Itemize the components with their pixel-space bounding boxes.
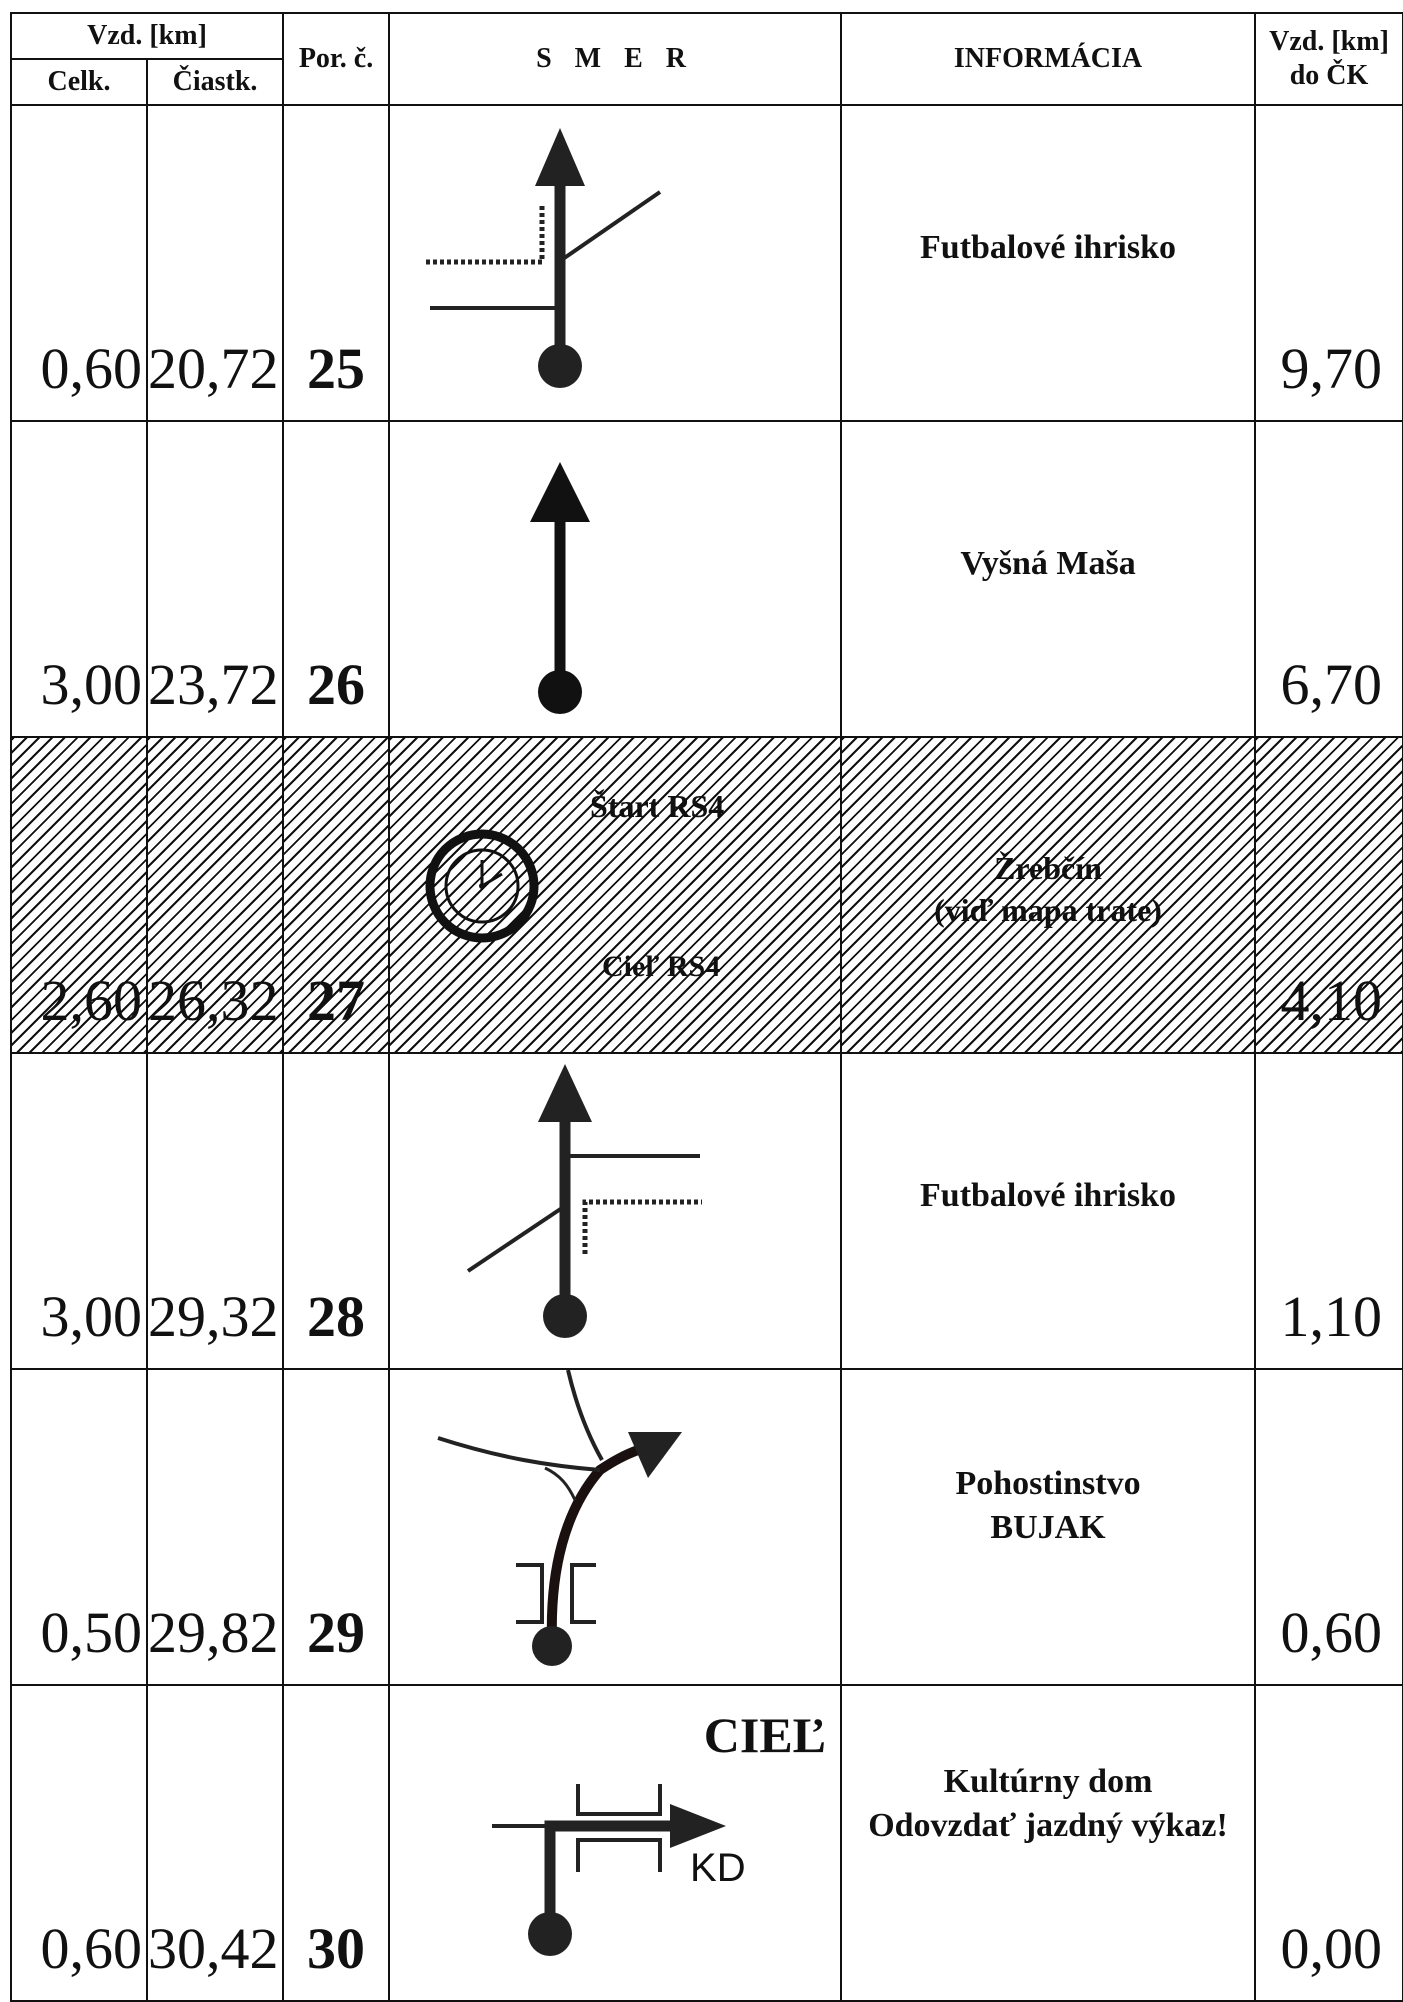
direction-diagram [388, 104, 843, 422]
table-row: 3,00 29,32 28 Futbalové ihrisko 1,10 [10, 1052, 1403, 1370]
straight-crossroad-icon [426, 128, 662, 388]
header-vzd-ck: Vzd. [km] do ČK [1254, 12, 1403, 106]
celk-value: 0,60 [10, 1684, 148, 2002]
info-text: Vyšná Maša [960, 545, 1136, 582]
info-cell: Futbalové ihrisko [840, 104, 1257, 422]
header-por: Por. č. [282, 12, 391, 106]
table-row: 0,60 30,42 30 CIEĽ KD Kultúrny dom Odovz… [10, 1684, 1403, 2002]
por-value: 28 [282, 1052, 391, 1370]
por-value: 26 [282, 420, 391, 738]
ciastk-value: 29,82 [145, 1368, 285, 1686]
ck-value: 0,60 [1254, 1368, 1403, 1686]
info-text: Pohostinstvo [955, 1465, 1141, 1502]
celk-value: 2,60 [10, 736, 148, 1054]
direction-diagram [388, 420, 843, 738]
ciastk-value: 23,72 [145, 420, 285, 738]
info-text: Žrebčín [994, 850, 1102, 886]
info-cell: Futbalové ihrisko [840, 1052, 1257, 1370]
por-value: 27 [282, 736, 391, 1054]
info-text: Futbalové ihrisko [920, 229, 1176, 266]
ck-value: 9,70 [1254, 104, 1403, 422]
ck-value: 4,10 [1254, 736, 1403, 1054]
header-vzd-ck-line1: Vzd. [km] [1269, 26, 1389, 58]
celk-value: 3,00 [10, 1052, 148, 1370]
direction-diagram [388, 1052, 843, 1370]
stopwatch-icon [425, 829, 539, 943]
ciastk-value: 30,42 [145, 1684, 285, 2002]
finish-label: Cieľ RS4 [602, 950, 721, 983]
table-row: 0,60 20,72 25 Futbalové ihrisko 9,70 [10, 104, 1403, 422]
straight-crossroad-icon [466, 1064, 703, 1338]
header-smer: S M E R [388, 12, 843, 106]
info-text: Kultúrny dom [943, 1763, 1153, 1800]
celk-value: 0,60 [10, 104, 148, 422]
direction-diagram: CIEĽ KD [388, 1684, 843, 2002]
table-row: 0,50 29,82 29 Pohostinstvo BUJAK 0,60 [10, 1368, 1403, 1686]
direction-diagram: Štart RS4 Cieľ RS4 [388, 736, 843, 1054]
header-ciastk: Čiastk. [145, 58, 285, 106]
kd-label: KD [690, 1846, 746, 1890]
ck-value: 1,10 [1254, 1052, 1403, 1370]
ck-value: 6,70 [1254, 420, 1403, 738]
por-value: 25 [282, 104, 391, 422]
info-text: Futbalové ihrisko [920, 1177, 1176, 1214]
info-text-2: BUJAK [990, 1509, 1106, 1547]
header-vzd-km: Vzd. [km] [9, 12, 285, 60]
ciastk-value: 26,32 [145, 736, 285, 1054]
celk-value: 0,50 [10, 1368, 148, 1686]
info-text-2: (viď mapa trate) [934, 891, 1162, 928]
table-row: 2,60 26,32 27 Štart RS4 Cieľ RS4 Žrebčín… [10, 736, 1403, 1054]
header-celk: Celk. [10, 58, 148, 106]
info-cell: Kultúrny dom Odovzdať jazdný výkaz! [840, 1684, 1257, 2002]
straight-arrow-icon [530, 462, 591, 714]
ciastk-value: 29,32 [145, 1052, 285, 1370]
por-value: 30 [282, 1684, 391, 2002]
ciastk-value: 20,72 [145, 104, 285, 422]
info-cell: Žrebčín (viď mapa trate) [840, 736, 1257, 1054]
por-value: 29 [282, 1368, 391, 1686]
header-informacia: INFORMÁCIA [840, 12, 1257, 106]
info-cell: Vyšná Maša [840, 420, 1257, 738]
info-cell: Pohostinstvo BUJAK [840, 1368, 1257, 1686]
celk-value: 3,00 [10, 420, 148, 738]
header-vzd-ck-line2: do ČK [1289, 60, 1369, 91]
direction-diagram [388, 1368, 843, 1686]
ck-value: 0,00 [1254, 1684, 1403, 2002]
finish-title: CIEĽ [703, 1707, 827, 1763]
roadbook-table: Vzd. [km] Por. č. S M E R INFORMÁCIA Vzd… [9, 12, 1403, 2002]
curve-right-arrow-icon [437, 1371, 683, 1666]
start-label: Štart RS4 [590, 788, 725, 824]
info-text-2: Odovzdať jazdný výkaz! [868, 1807, 1228, 1845]
table-row: 3,00 23,72 26 Vyšná Maša 6,70 [10, 420, 1403, 738]
